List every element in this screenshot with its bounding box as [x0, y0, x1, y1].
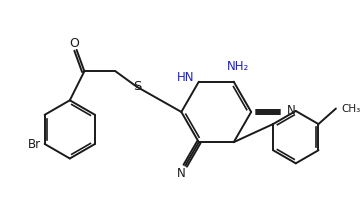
Text: NH₂: NH₂ [227, 60, 249, 73]
Text: S: S [134, 80, 142, 93]
Text: HN: HN [177, 71, 194, 84]
Text: N: N [287, 104, 296, 117]
Text: Br: Br [28, 138, 41, 151]
Text: CH₃: CH₃ [342, 104, 361, 114]
Text: N: N [177, 167, 186, 180]
Text: O: O [70, 37, 80, 50]
